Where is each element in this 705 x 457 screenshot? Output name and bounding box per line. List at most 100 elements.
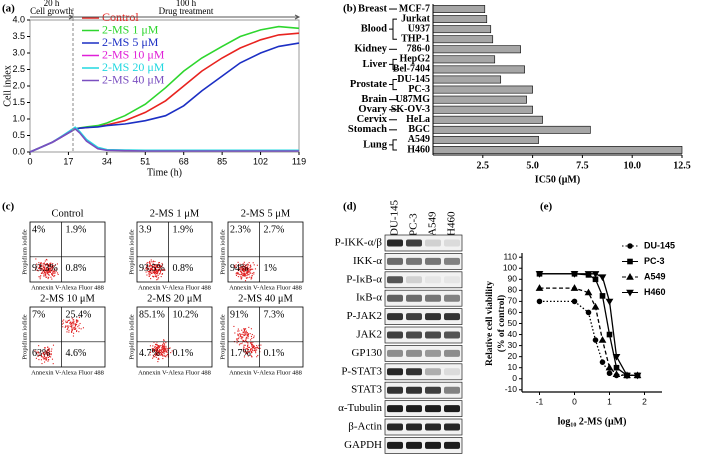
- cell-event: [149, 271, 151, 273]
- cell-event: [52, 270, 54, 272]
- cell-event: [165, 356, 167, 358]
- y-tick-label: 100: [503, 263, 517, 273]
- panel-label: (e): [540, 201, 553, 213]
- cell-event: [254, 350, 256, 352]
- cell-event: [69, 322, 71, 324]
- cell-event: [42, 268, 44, 270]
- quadrant-percent: 1.9%: [66, 224, 87, 235]
- cell-event: [159, 267, 161, 269]
- cell-event: [238, 264, 240, 267]
- bar: [432, 85, 533, 94]
- cell-event: [150, 265, 153, 267]
- cell-event: [145, 271, 147, 273]
- cell-event: [250, 264, 252, 266]
- cell-event: [159, 268, 161, 270]
- cell-event: [237, 271, 239, 273]
- cell-event: [149, 273, 151, 275]
- blot-strip: [384, 400, 463, 417]
- plot-title: 2-MS 10 μM: [40, 293, 95, 304]
- cell-event: [248, 268, 250, 270]
- plot-title: 2-MS 40 μM: [238, 293, 293, 304]
- cell-event: [159, 348, 161, 351]
- cell-event: [148, 266, 150, 268]
- cell-event: [48, 267, 50, 269]
- blot-band: [406, 257, 422, 265]
- cell-event: [161, 347, 163, 349]
- category-label: DU-145: [397, 74, 430, 85]
- blot-band: [406, 276, 422, 284]
- group-label: Stomach: [348, 124, 387, 135]
- cell-event: [40, 269, 42, 271]
- cell-event: [38, 262, 40, 264]
- cell-event: [237, 261, 239, 263]
- cell-event: [46, 351, 48, 353]
- y-tick-label: 110: [503, 251, 517, 261]
- cell-event: [44, 260, 46, 262]
- cell-event: [156, 354, 158, 356]
- cell-event: [155, 356, 157, 358]
- cell-event: [146, 262, 148, 264]
- point: [570, 284, 579, 291]
- cell-event: [66, 329, 68, 331]
- cell-event: [52, 263, 54, 265]
- cell-event: [40, 275, 42, 277]
- y-tick-label: 0.5: [12, 130, 25, 140]
- cell-event: [247, 344, 249, 346]
- cell-event: [165, 354, 167, 356]
- cell-event: [244, 268, 247, 270]
- cell-event: [244, 273, 246, 275]
- cell-event: [154, 260, 156, 263]
- cell-event: [165, 345, 167, 347]
- blot-band: [425, 239, 441, 247]
- cell-event: [34, 268, 37, 270]
- cell-event: [153, 341, 155, 343]
- cell-event: [71, 330, 73, 332]
- blot-band: [406, 441, 422, 449]
- category-label: U937: [408, 23, 430, 34]
- phase-label: Drug treatment: [159, 6, 214, 16]
- cell-event: [44, 347, 46, 349]
- cell-event: [161, 353, 163, 355]
- cell-event: [156, 349, 158, 352]
- cell-event: [152, 357, 154, 359]
- point: [599, 359, 606, 365]
- cell-event: [44, 361, 46, 363]
- cell-event: [46, 266, 48, 268]
- cell-event: [246, 336, 248, 338]
- point: [591, 271, 600, 278]
- panel-label: (c): [2, 201, 15, 213]
- cell-event: [242, 336, 244, 338]
- y-axis-label: Cell index: [2, 65, 13, 106]
- cell-event: [158, 358, 160, 360]
- quadrant-percent: 7%: [32, 309, 45, 320]
- cell-event: [244, 334, 246, 336]
- cell-event: [239, 276, 241, 278]
- panel-label: (b): [343, 3, 357, 15]
- cell-event: [157, 347, 159, 349]
- cell-event: [35, 357, 37, 359]
- group-label: Prostate: [350, 79, 387, 90]
- blot-band: [387, 239, 403, 247]
- cell-event: [156, 276, 158, 278]
- cell-event: [159, 269, 161, 271]
- cell-event: [51, 348, 53, 350]
- cell-event: [71, 325, 73, 327]
- cell-event: [257, 346, 259, 348]
- y-tick-label: 1.5: [12, 97, 25, 107]
- cell-event: [244, 266, 247, 268]
- cell-event: [40, 262, 42, 264]
- cell-event: [53, 271, 55, 273]
- cell-event: [250, 335, 253, 337]
- cell-event: [249, 342, 251, 344]
- cell-event: [235, 272, 237, 274]
- cell-event: [48, 269, 50, 272]
- cell-event: [247, 268, 249, 270]
- cell-event: [48, 348, 50, 350]
- group-label: Cervix: [357, 114, 388, 125]
- legend-label: A549: [644, 271, 666, 281]
- blot-band: [387, 313, 403, 321]
- cell-event: [74, 325, 76, 327]
- cell-event: [259, 347, 261, 349]
- group-bracket: [389, 79, 397, 91]
- cell-event: [244, 266, 246, 268]
